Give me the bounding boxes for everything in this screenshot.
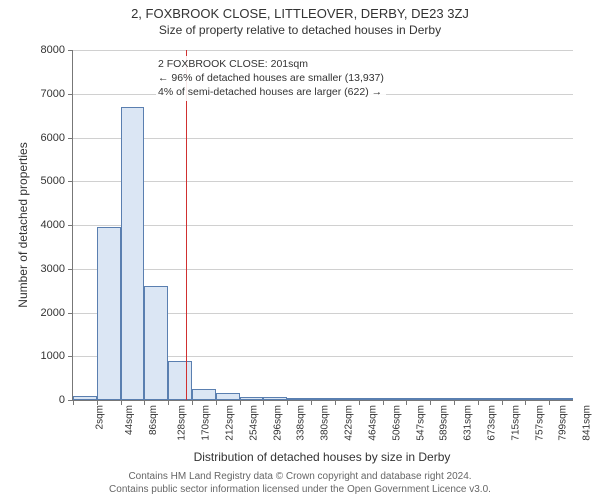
xtick-mark (287, 400, 288, 405)
histogram-bar (478, 398, 502, 400)
ytick-mark (68, 138, 73, 139)
footer: Contains HM Land Registry data © Crown c… (0, 470, 600, 496)
xtick-label: 212sqm (225, 405, 236, 441)
ytick-label: 8000 (41, 44, 65, 56)
annotation-line-2: ← 96% of detached houses are smaller (13… (158, 71, 384, 85)
ytick-label: 3000 (41, 263, 65, 275)
histogram-bar (383, 398, 407, 400)
footer-line-1: Contains HM Land Registry data © Crown c… (0, 470, 600, 483)
xtick-label: 715sqm (510, 405, 521, 441)
xtick-mark (525, 400, 526, 405)
ytick-mark (68, 313, 73, 314)
ytick-mark (68, 181, 73, 182)
histogram-bar (240, 397, 264, 401)
histogram-bar (287, 398, 311, 400)
histogram-bar (549, 398, 573, 400)
xtick-label: 380sqm (320, 405, 331, 441)
histogram-bar (406, 398, 430, 400)
xtick-label: 757sqm (534, 405, 545, 441)
ytick-mark (68, 356, 73, 357)
annotation-box: 2 FOXBROOK CLOSE: 201sqm ← 96% of detach… (156, 56, 386, 101)
histogram-bar (144, 286, 168, 400)
xtick-mark (168, 400, 169, 405)
histogram-bar (359, 398, 383, 400)
xtick-mark (97, 400, 98, 405)
ytick-mark (68, 269, 73, 270)
xtick-label: 44sqm (124, 405, 135, 435)
histogram-bar (311, 398, 335, 400)
xtick-mark (335, 400, 336, 405)
xtick-mark (383, 400, 384, 405)
gridline (73, 181, 573, 182)
xtick-label: 589sqm (439, 405, 450, 441)
ytick-mark (68, 225, 73, 226)
xtick-label: 86sqm (148, 405, 159, 435)
xtick-label: 128sqm (177, 405, 188, 441)
xtick-mark (478, 400, 479, 405)
reference-line (186, 50, 187, 400)
histogram-bar (168, 361, 192, 400)
ytick-label: 7000 (41, 88, 65, 100)
gridline (73, 50, 573, 51)
xtick-mark (311, 400, 312, 405)
xtick-label: 464sqm (367, 405, 378, 441)
x-axis-label: Distribution of detached houses by size … (72, 450, 572, 464)
footer-line-2: Contains public sector information licen… (0, 483, 600, 496)
histogram-bar (335, 398, 359, 400)
histogram-bar (192, 389, 216, 400)
ytick-label: 6000 (41, 132, 65, 144)
gridline (73, 269, 573, 270)
histogram-bar (525, 398, 549, 400)
ytick-label: 4000 (41, 219, 65, 231)
chart-area: 0100020003000400050006000700080002sqm44s… (72, 50, 572, 400)
ytick-label: 1000 (41, 350, 65, 362)
page-title: 2, FOXBROOK CLOSE, LITTLEOVER, DERBY, DE… (0, 0, 600, 21)
histogram-bar (121, 107, 145, 400)
xtick-label: 422sqm (344, 405, 355, 441)
xtick-label: 338sqm (296, 405, 307, 441)
annotation-line-1: 2 FOXBROOK CLOSE: 201sqm (158, 57, 384, 71)
ytick-label: 2000 (41, 307, 65, 319)
xtick-mark (454, 400, 455, 405)
ytick-mark (68, 94, 73, 95)
xtick-mark (192, 400, 193, 405)
histogram-bar (430, 398, 454, 400)
ytick-mark (68, 50, 73, 51)
xtick-label: 673sqm (487, 405, 498, 441)
xtick-mark (406, 400, 407, 405)
histogram-bar (97, 227, 121, 400)
xtick-mark (121, 400, 122, 405)
annotation-line-3: 4% of semi-detached houses are larger (6… (158, 85, 384, 99)
y-axis-label: Number of detached properties (16, 142, 30, 307)
page-subtitle: Size of property relative to detached ho… (0, 21, 600, 37)
xtick-mark (549, 400, 550, 405)
xtick-mark (502, 400, 503, 405)
gridline (73, 225, 573, 226)
xtick-label: 2sqm (94, 405, 105, 429)
xtick-label: 254sqm (248, 405, 259, 441)
ytick-label: 0 (59, 394, 65, 406)
xtick-mark (263, 400, 264, 405)
histogram-bar (454, 398, 478, 400)
histogram-bar (216, 393, 240, 400)
xtick-label: 799sqm (558, 405, 569, 441)
xtick-mark (144, 400, 145, 405)
ytick-label: 5000 (41, 175, 65, 187)
xtick-mark (216, 400, 217, 405)
xtick-label: 631sqm (463, 405, 474, 441)
plot-region: 0100020003000400050006000700080002sqm44s… (72, 50, 573, 401)
histogram-bar (502, 398, 526, 400)
histogram-bar (73, 396, 97, 400)
xtick-mark (430, 400, 431, 405)
xtick-label: 506sqm (391, 405, 402, 441)
gridline (73, 138, 573, 139)
xtick-mark (73, 400, 74, 405)
histogram-bar (263, 397, 287, 400)
xtick-mark (240, 400, 241, 405)
xtick-mark (359, 400, 360, 405)
xtick-label: 170sqm (201, 405, 212, 441)
xtick-label: 296sqm (272, 405, 283, 441)
xtick-label: 841sqm (582, 405, 593, 441)
xtick-label: 547sqm (415, 405, 426, 441)
